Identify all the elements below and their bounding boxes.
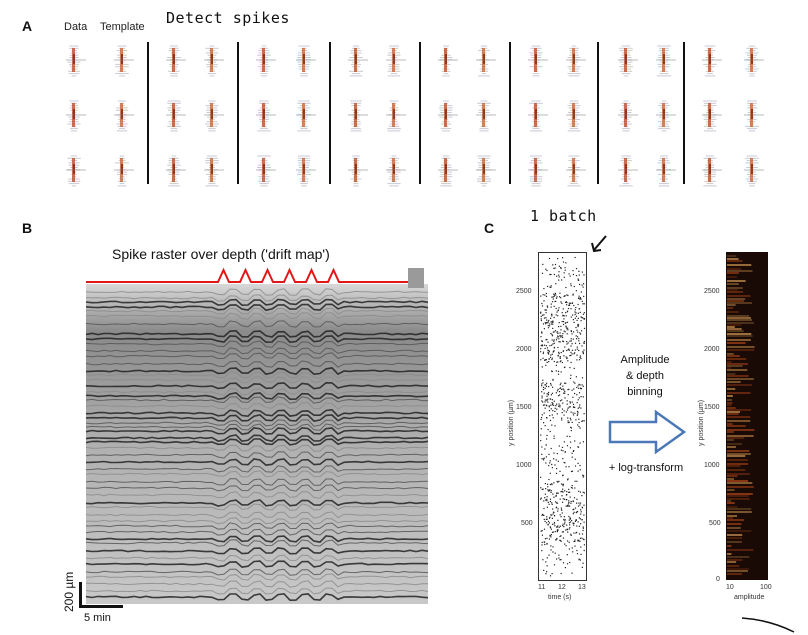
right-ytick: 2000 xyxy=(704,346,720,353)
waveform-thumbnail xyxy=(528,100,548,132)
left-xtick: 12 xyxy=(558,584,566,591)
waveform-thumbnail xyxy=(744,100,764,132)
one-batch-annotation: 1 batch xyxy=(530,207,597,225)
pointer-arrow-icon xyxy=(591,235,607,253)
left-ylabel: y position (µm) xyxy=(508,399,515,446)
waveform-thumbnail xyxy=(204,100,224,132)
waveform-thumbnail xyxy=(296,45,316,77)
waveform-thumbnail xyxy=(386,45,406,77)
right-ytick: 1500 xyxy=(704,404,720,411)
right-ytick: 500 xyxy=(709,520,721,527)
waveform-thumbnail xyxy=(296,155,316,187)
left-xlabel: time (s) xyxy=(548,594,572,601)
waveform-thumbnail xyxy=(702,155,722,187)
waveform-thumbnail xyxy=(476,100,496,132)
waveform-thumbnail xyxy=(702,100,722,132)
left-ytick: 1500 xyxy=(516,404,532,411)
detect-spikes-annotation: Detect spikes xyxy=(166,9,290,27)
waveform-thumbnail xyxy=(348,45,368,77)
waveform-thumbnail xyxy=(348,100,368,132)
right-xtick: 100 xyxy=(760,584,772,591)
waveform-thumbnail xyxy=(528,155,548,187)
waveform-thumbnail xyxy=(386,100,406,132)
waveform-thumbnail xyxy=(66,100,86,132)
right-ytick: 2500 xyxy=(704,288,720,295)
arrow-text-4: + log-transform xyxy=(608,462,684,474)
binning-arrow-icon xyxy=(608,410,687,454)
waveform-thumbnail xyxy=(66,45,86,77)
waveform-thumbnail xyxy=(618,100,638,132)
amplitude-depth-heatmap xyxy=(726,252,768,580)
scalebar-y-label: 200 µm xyxy=(62,571,76,612)
left-ytick: 2000 xyxy=(516,346,532,353)
left-xtick: 11 xyxy=(538,584,546,591)
right-ytick: 1000 xyxy=(704,462,720,469)
spike-scatter-plot xyxy=(538,252,587,581)
waveform-thumbnail xyxy=(204,45,224,77)
drift-map-title: Spike raster over depth ('drift map') xyxy=(112,246,330,262)
waveform-thumbnail xyxy=(656,155,676,187)
right-xlabel: amplitude xyxy=(734,594,765,601)
left-ytick: 2500 xyxy=(516,288,532,295)
waveform-thumbnail xyxy=(476,45,496,77)
right-ylabel: y position (µm) xyxy=(698,399,705,446)
waveform-thumbnail xyxy=(114,100,134,132)
drift-map-raster xyxy=(85,267,429,604)
waveform-thumbnail xyxy=(438,155,458,187)
waveform-thumbnail xyxy=(296,100,316,132)
left-ytick: 1000 xyxy=(516,462,532,469)
waveform-thumbnail xyxy=(386,155,406,187)
waveform-thumbnail xyxy=(656,45,676,77)
waveform-thumbnail xyxy=(256,155,276,187)
waveform-thumbnail xyxy=(166,155,186,187)
data-column-label: Data xyxy=(64,21,88,33)
spike-template-grid xyxy=(66,42,764,187)
waveform-thumbnail xyxy=(204,155,224,187)
waveform-thumbnail xyxy=(166,100,186,132)
scalebar-vertical xyxy=(79,582,82,608)
waveform-thumbnail xyxy=(438,100,458,132)
arrow-text-1: Amplitude xyxy=(620,354,670,366)
waveform-thumbnail xyxy=(618,45,638,77)
template-column-label: Template xyxy=(100,21,145,33)
scalebar-x-label: 5 min xyxy=(84,612,111,624)
panel-c-letter: C xyxy=(484,220,495,236)
waveform-thumbnail xyxy=(566,100,586,132)
right-ytick: 0 xyxy=(716,576,720,583)
corner-pen-stroke xyxy=(741,617,795,633)
waveform-thumbnail xyxy=(348,155,368,187)
right-xtick: 10 xyxy=(726,584,734,591)
left-ytick: 500 xyxy=(521,520,533,527)
waveform-thumbnail xyxy=(566,45,586,77)
waveform-thumbnail xyxy=(744,155,764,187)
arrow-text-2: & depth xyxy=(626,370,664,382)
waveform-thumbnail xyxy=(438,45,458,77)
waveform-thumbnail xyxy=(256,45,276,77)
waveform-thumbnail xyxy=(114,155,134,187)
waveform-thumbnail xyxy=(256,100,276,132)
waveform-thumbnail xyxy=(566,155,586,187)
waveform-thumbnail xyxy=(702,45,722,77)
panel-a-letter: A xyxy=(22,18,33,34)
panel-b-letter: B xyxy=(22,220,33,236)
scalebar-horizontal xyxy=(79,605,123,608)
waveform-thumbnail xyxy=(114,45,134,77)
waveform-thumbnail xyxy=(476,155,496,187)
waveform-thumbnail xyxy=(166,45,186,77)
waveform-thumbnail xyxy=(528,45,548,77)
waveform-thumbnail xyxy=(656,100,676,132)
waveform-thumbnail xyxy=(744,45,764,77)
arrow-text-3: binning xyxy=(627,386,663,398)
left-xtick: 13 xyxy=(578,584,586,591)
waveform-thumbnail xyxy=(66,155,86,187)
waveform-thumbnail xyxy=(618,155,638,187)
